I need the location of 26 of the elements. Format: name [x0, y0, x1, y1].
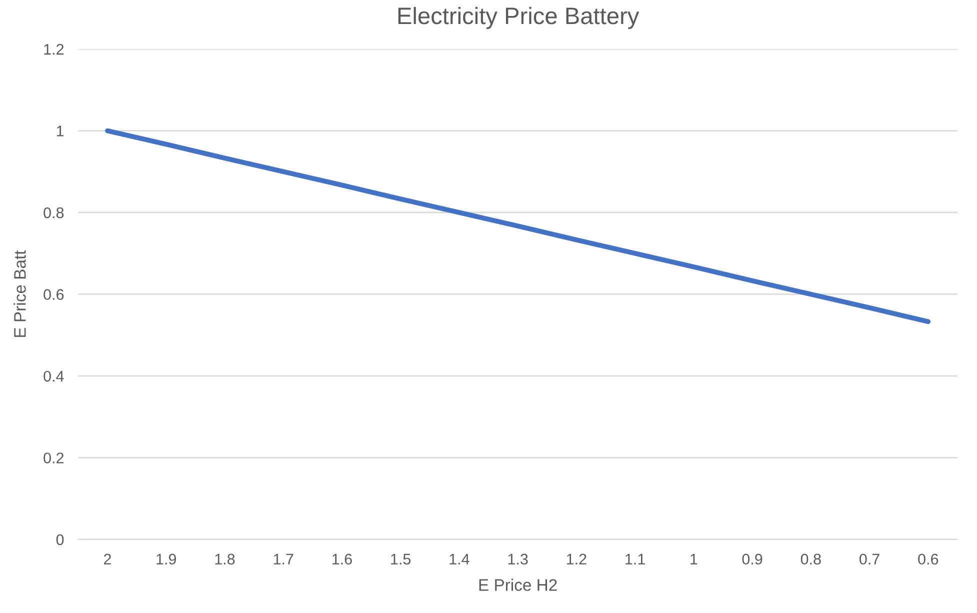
x-tick-label: 1.2 [566, 554, 586, 564]
x-tick-label: 1.6 [332, 554, 352, 565]
x-tick-label: 1.1 [626, 554, 645, 564]
x-tick-label: 2 [104, 554, 111, 564]
y-tick-label: 0 [56, 534, 64, 546]
y-tick-label: 1 [56, 126, 64, 136]
chart-title: Electricity Price Battery [398, 6, 640, 29]
x-tick-label: 1.3 [508, 554, 528, 565]
y-axis-title: E Price Batt [14, 250, 26, 337]
x-tick-label: 0.9 [742, 554, 762, 565]
x-tick-label: 1.4 [450, 554, 470, 564]
x-tick-label: 1.5 [391, 554, 411, 565]
y-tick-label: 0.8 [44, 207, 64, 218]
y-tick-label: 0.6 [44, 289, 64, 300]
x-tick-label: 0.8 [800, 554, 821, 565]
x-tick-label: 1 [690, 554, 698, 564]
y-tick-label: 0.2 [44, 452, 64, 464]
y-tick-label: 1.2 [44, 44, 64, 55]
y-tick-label: 0.4 [44, 370, 64, 382]
x-axis-title: E Price H2 [479, 578, 557, 591]
x-tick-label: 1.7 [274, 554, 294, 564]
x-tick-label: 1.9 [156, 554, 176, 565]
line-series [105, 128, 931, 324]
x-tick-label: 1.8 [215, 554, 235, 565]
x-tick-label: 0.7 [860, 554, 880, 565]
x-tick-label: 0.6 [918, 554, 938, 565]
